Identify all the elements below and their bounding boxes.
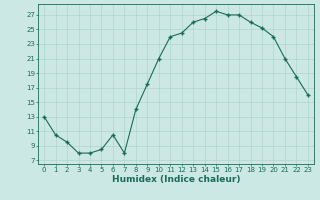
X-axis label: Humidex (Indice chaleur): Humidex (Indice chaleur) xyxy=(112,175,240,184)
